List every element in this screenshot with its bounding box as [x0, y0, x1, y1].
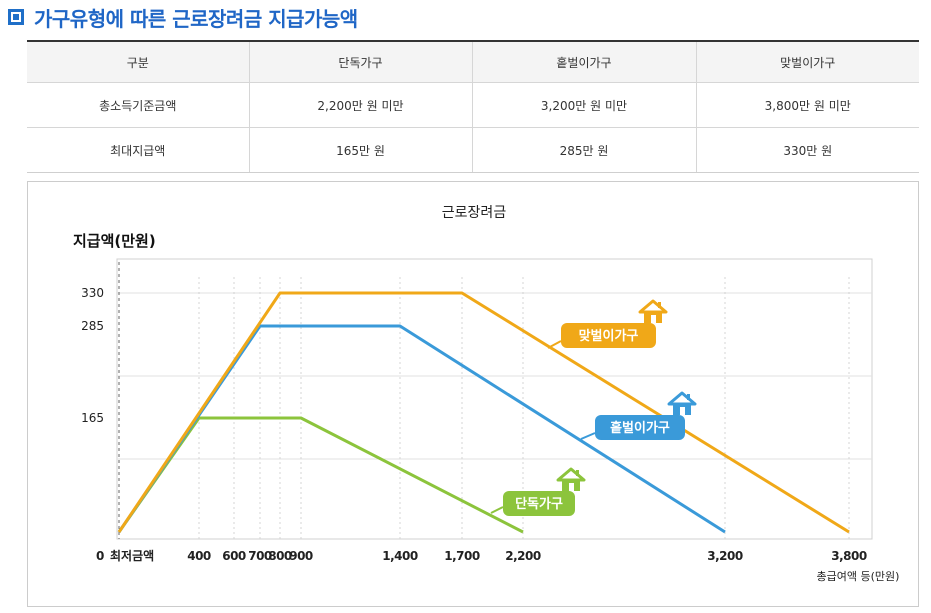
house-door [651, 315, 656, 323]
x-tick-label: 1,700 [444, 549, 480, 563]
column-header: 맞벌이가구 [695, 41, 919, 83]
table-row: 총소득기준금액 2,200만 원 미만 3,200만 원 미만 3,800만 원… [27, 82, 919, 128]
legend-badge [503, 491, 575, 516]
legend-pointer [580, 432, 596, 440]
plot-frame [116, 258, 873, 540]
column-header: 단독가구 [248, 41, 472, 83]
y-tick-label: 285 [81, 319, 104, 333]
y-tick-label: 330 [81, 286, 104, 300]
chart-title: 근로장려금 [442, 205, 507, 221]
column-header: 홑벌이가구 [471, 41, 696, 83]
table-header-row: 구분 단독가구 홑벌이가구 맞벌이가구 [27, 41, 919, 83]
legend-badge [595, 415, 685, 440]
x-tick-label: 400 [187, 549, 211, 563]
house-icon [556, 467, 586, 491]
table-cell: 3,800만 원 미만 [695, 82, 919, 128]
table-cell: 330만 원 [695, 127, 919, 173]
x-tick-label: 700 [248, 549, 272, 563]
origin-label: 0 [96, 549, 104, 563]
legend-label: 단독가구 [515, 496, 563, 512]
x-tick-label: 1,400 [382, 549, 418, 563]
legend-label: 맞벌이가구 [579, 328, 639, 344]
legend-pointer [547, 340, 562, 349]
page-title: 가구유형에 따른 근로장려금 지급가능액 [34, 6, 358, 31]
table-cell: 총소득기준금액 [27, 82, 249, 128]
benefit-table: 구분 단독가구 홑벌이가구 맞벌이가구 총소득기준금액 2,200만 원 미만 … [27, 40, 919, 173]
chart-container: 근로장려금 지급액(만원) 400 600 700 800 900 1,400 1,700 2… [27, 181, 919, 607]
y-tick-label: 165 [81, 411, 104, 425]
y-axis-label: 지급액(만원) [73, 232, 156, 250]
grid-layer [117, 262, 872, 539]
page-header: 가구유형에 따른 근로장려금 지급가능액 [8, 4, 358, 31]
house-icon [667, 391, 697, 415]
table-cell: 최대지급액 [27, 127, 249, 173]
house-door [569, 483, 574, 491]
house-icon [638, 299, 668, 323]
table-cell: 285만 원 [471, 127, 696, 173]
legend-pointer [490, 506, 504, 514]
x-axis-label: 총급여액 등(만원) [817, 570, 900, 583]
x-tick-label: 3,800 [831, 549, 867, 563]
table-cell: 2,200만 원 미만 [248, 82, 472, 128]
house-door [680, 407, 685, 415]
square-bullet-icon [8, 9, 24, 25]
x-tick-label: 2,200 [505, 549, 541, 563]
x-tick-label: 600 [222, 549, 246, 563]
legend-label: 홑벌이가구 [610, 420, 670, 436]
min-wage-label: 최저금액 [110, 548, 154, 563]
column-header: 구분 [27, 41, 249, 83]
series-line [117, 291, 850, 534]
series-layer [117, 291, 850, 534]
x-tick-label: 900 [289, 549, 313, 563]
legend-badge [561, 323, 656, 348]
x-tick-label: 800 [268, 549, 292, 563]
table-cell: 3,200만 원 미만 [471, 82, 696, 128]
x-tick-label: 3,200 [707, 549, 743, 563]
table-row: 최대지급액 165만 원 285만 원 330만 원 [27, 127, 919, 173]
table-cell: 165만 원 [248, 127, 472, 173]
